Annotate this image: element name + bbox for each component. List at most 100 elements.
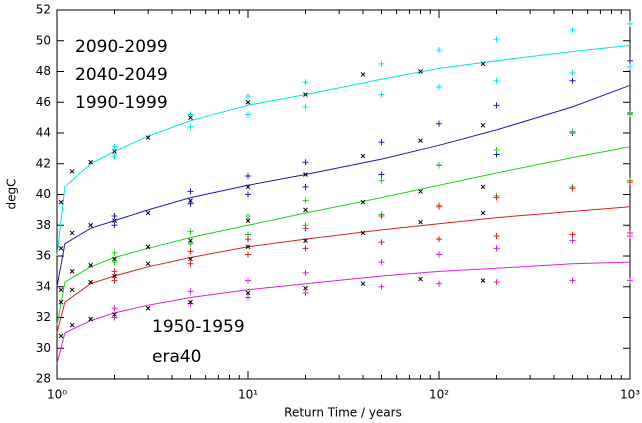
observed-marker [418,276,423,282]
bound-marker [627,57,633,64]
observed-marker [188,238,193,243]
observed-marker [480,122,486,128]
observed-marker [303,207,308,213]
observed-marker [69,322,75,328]
bound-marker [436,83,442,90]
bound-marker [187,240,194,247]
bound-marker [569,26,576,33]
legend-label: era40 [152,347,202,367]
bound-marker [187,188,194,195]
observed-marker [303,172,308,177]
bound-marker [569,231,576,238]
x-tick-label: 10⁰ [47,388,67,402]
bound-marker [436,280,442,287]
observed-marker [58,299,64,305]
fit-line [56,206,631,334]
bound-marker [302,103,309,110]
bound-marker [627,63,633,70]
x-tick-label: 10³ [620,388,640,402]
bound-marker [493,194,500,201]
bound-marker [111,222,118,229]
bound-marker [187,288,194,295]
observed-marker [69,230,75,236]
observed-marker [69,287,75,293]
bound-marker [569,77,576,84]
observed-marker [58,199,64,205]
bound-marker [111,305,118,312]
bound-marker [187,111,194,118]
bound-marker [378,213,385,220]
observed-marker [480,184,486,190]
bound-marker [436,251,442,258]
observed-marker [480,61,486,67]
bound-marker [378,60,385,67]
bound-marker [302,79,309,86]
y-tick-label: 50 [36,33,51,47]
observed-marker [418,138,423,144]
observed-marker [245,244,251,250]
bound-marker [436,162,442,169]
observed-marker [303,285,308,291]
observed-marker [360,230,366,236]
bound-marker [493,36,500,43]
bound-marker [245,213,251,220]
y-tick-label: 48 [36,64,51,78]
observed-marker [480,278,486,283]
observed-marker [112,218,117,223]
legend-label: 2090-2099 [75,37,168,57]
observed-marker [303,92,308,97]
y-tick-label: 30 [36,341,51,355]
bound-marker [378,239,385,246]
observed-marker [245,184,251,190]
observed-marker [360,199,366,205]
observed-marker [145,210,151,216]
bound-marker [627,277,633,284]
bound-marker [111,143,118,150]
observed-marker [88,316,93,322]
observed-marker [245,290,251,296]
observed-marker [88,222,93,228]
bound-marker [627,179,633,186]
bound-marker [302,289,309,296]
legend-label: 1950-1959 [152,317,245,337]
bound-marker [187,123,194,130]
observed-marker [69,269,75,274]
observed-marker [58,245,64,251]
bound-marker [627,20,633,27]
bound-marker [111,277,118,284]
bound-marker [302,183,309,190]
observed-marker [88,159,93,165]
bound-marker [245,93,251,100]
bound-marker [378,259,385,266]
bound-marker [111,249,118,256]
fit-line [56,84,631,287]
observed-marker [360,72,366,77]
y-tick-label: 38 [36,218,51,232]
bound-marker [493,77,500,84]
observed-marker [418,219,423,225]
observed-marker [360,281,366,287]
observed-marker [245,218,251,223]
bound-marker [378,171,385,178]
bound-marker [378,177,385,184]
observed-marker [112,256,117,262]
observed-marker [360,153,366,159]
fit-line [56,146,631,326]
bound-marker [436,236,442,243]
y-tick-label: 28 [36,372,51,386]
bound-marker [378,283,385,290]
y-tick-label: 34 [36,279,51,293]
bound-marker [569,70,576,77]
bound-marker [436,203,442,210]
observed-marker [188,256,193,262]
bound-marker [245,111,251,118]
bound-marker [302,245,309,252]
bound-marker [187,228,194,235]
bound-marker [111,213,118,220]
observed-marker [145,135,151,140]
observed-marker [88,262,93,268]
y-axis-label: degC [5,179,19,210]
observed-marker [69,169,75,174]
bound-marker [245,251,251,258]
